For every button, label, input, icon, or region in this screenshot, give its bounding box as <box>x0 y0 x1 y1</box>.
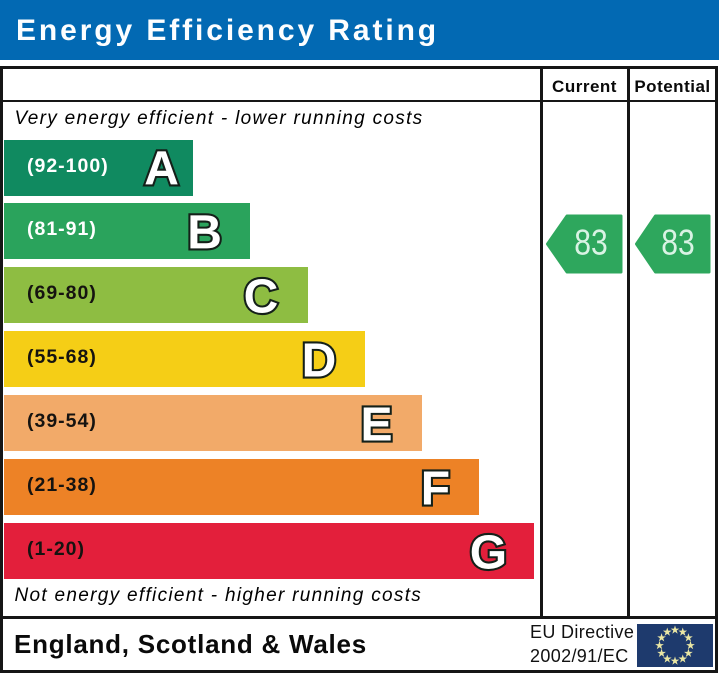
svg-text:B: B <box>187 206 222 259</box>
svg-text:83: 83 <box>661 222 695 263</box>
svg-text:E: E <box>360 399 392 452</box>
svg-text:A: A <box>144 142 179 195</box>
svg-text:G: G <box>470 527 507 580</box>
svg-text:F: F <box>421 463 450 516</box>
svg-text:C: C <box>244 270 279 323</box>
svg-text:83: 83 <box>574 221 608 262</box>
svg-text:D: D <box>302 334 337 387</box>
